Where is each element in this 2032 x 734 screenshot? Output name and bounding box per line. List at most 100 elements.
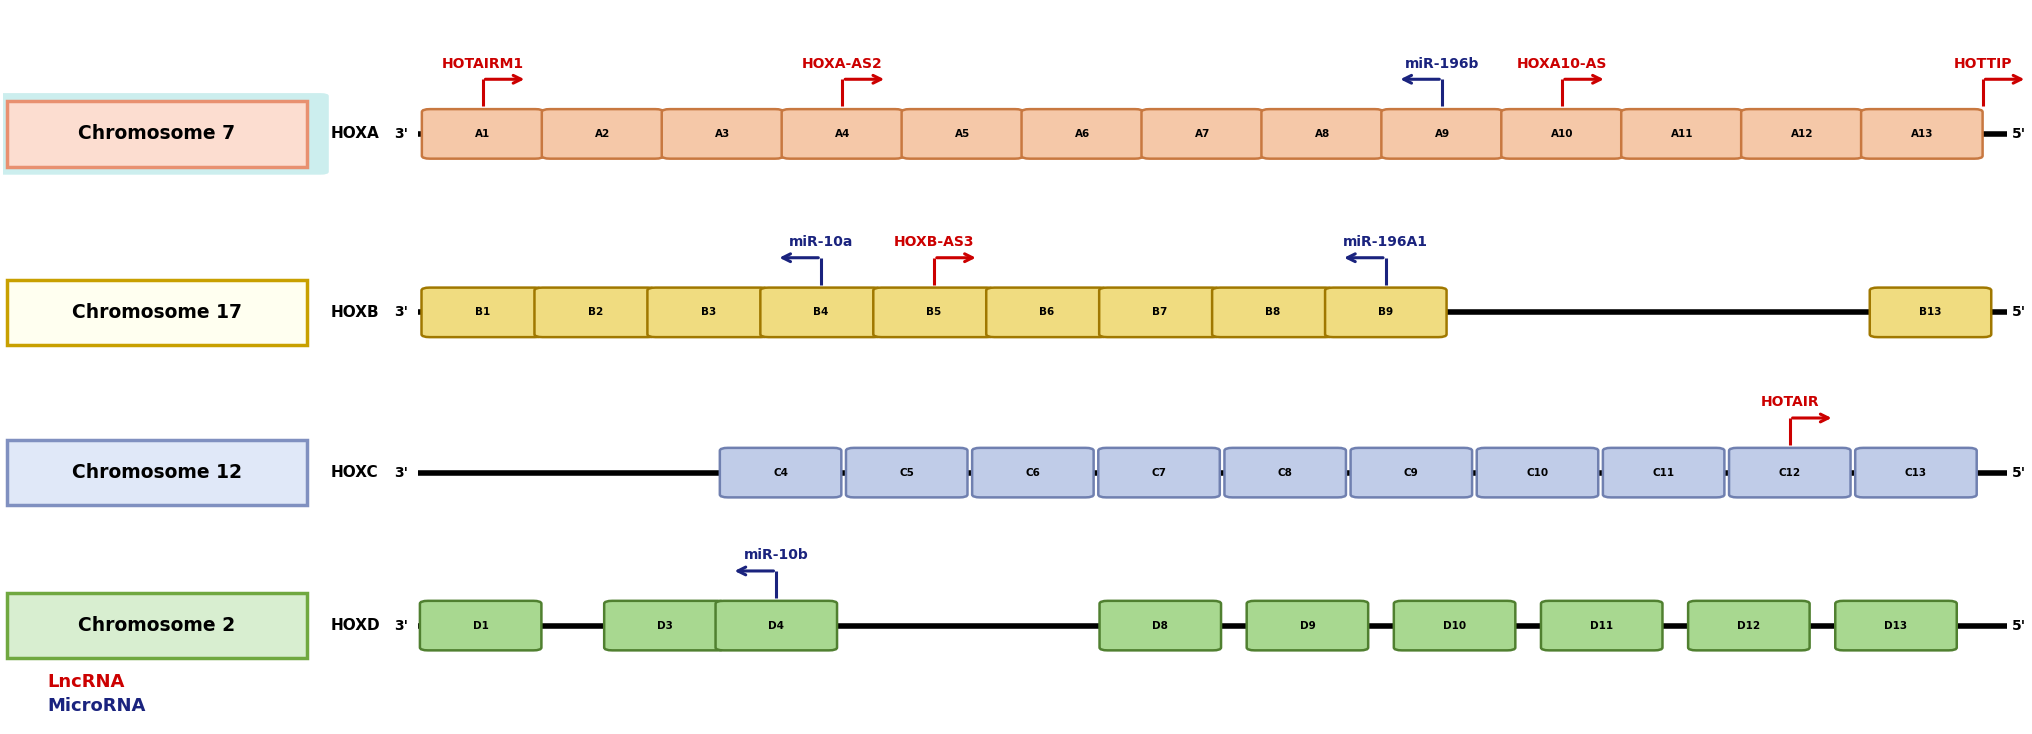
FancyBboxPatch shape: [1099, 601, 1221, 650]
FancyBboxPatch shape: [1325, 288, 1447, 337]
Text: LncRNA: LncRNA: [47, 672, 124, 691]
Text: B7: B7: [1152, 308, 1168, 317]
Text: A8: A8: [1315, 129, 1329, 139]
FancyBboxPatch shape: [986, 288, 1107, 337]
FancyBboxPatch shape: [1248, 601, 1368, 650]
Text: A1: A1: [475, 129, 490, 139]
Text: HOXA: HOXA: [331, 126, 380, 142]
FancyBboxPatch shape: [1729, 448, 1851, 498]
Text: C4: C4: [772, 468, 788, 478]
Text: A3: A3: [715, 129, 729, 139]
Text: Chromosome 12: Chromosome 12: [71, 463, 242, 482]
FancyBboxPatch shape: [1099, 288, 1221, 337]
Text: B2: B2: [587, 308, 604, 317]
FancyBboxPatch shape: [421, 601, 541, 650]
Text: D13: D13: [1884, 621, 1908, 631]
Text: D9: D9: [1300, 621, 1315, 631]
Text: D10: D10: [1443, 621, 1467, 631]
Text: HOTAIR: HOTAIR: [1760, 395, 1819, 410]
FancyBboxPatch shape: [1213, 288, 1333, 337]
Text: C5: C5: [900, 468, 914, 478]
Text: A4: A4: [835, 129, 849, 139]
FancyBboxPatch shape: [1689, 601, 1811, 650]
FancyBboxPatch shape: [782, 109, 902, 159]
FancyBboxPatch shape: [604, 601, 725, 650]
Text: 3': 3': [394, 465, 408, 479]
Text: C7: C7: [1152, 468, 1166, 478]
FancyBboxPatch shape: [1262, 109, 1384, 159]
Text: 5': 5': [2012, 465, 2026, 479]
Text: C10: C10: [1526, 468, 1548, 478]
FancyBboxPatch shape: [1540, 601, 1662, 650]
Text: miR-10a: miR-10a: [788, 235, 853, 249]
Text: B4: B4: [813, 308, 829, 317]
Text: HOTAIRM1: HOTAIRM1: [441, 57, 524, 70]
Text: A2: A2: [595, 129, 610, 139]
FancyBboxPatch shape: [715, 601, 837, 650]
Text: miR-196b: miR-196b: [1404, 57, 1479, 70]
FancyBboxPatch shape: [6, 101, 307, 167]
FancyBboxPatch shape: [6, 593, 307, 658]
Text: HOXD: HOXD: [331, 618, 380, 633]
FancyBboxPatch shape: [1861, 109, 1983, 159]
Text: 3': 3': [394, 619, 408, 633]
Text: HOXA-AS2: HOXA-AS2: [803, 57, 882, 70]
FancyBboxPatch shape: [1097, 448, 1219, 498]
Text: A10: A10: [1550, 129, 1573, 139]
FancyBboxPatch shape: [874, 288, 996, 337]
FancyBboxPatch shape: [1502, 109, 1624, 159]
FancyBboxPatch shape: [421, 288, 543, 337]
FancyBboxPatch shape: [1869, 288, 1991, 337]
FancyBboxPatch shape: [1022, 109, 1144, 159]
FancyBboxPatch shape: [1351, 448, 1471, 498]
FancyBboxPatch shape: [1835, 601, 1957, 650]
Text: miR-10b: miR-10b: [744, 548, 809, 562]
Text: 3': 3': [394, 305, 408, 319]
Text: B9: B9: [1378, 308, 1394, 317]
FancyBboxPatch shape: [845, 448, 967, 498]
Text: C9: C9: [1404, 468, 1418, 478]
Text: Chromosome 17: Chromosome 17: [71, 303, 242, 322]
Text: Chromosome 2: Chromosome 2: [77, 616, 236, 635]
Text: D3: D3: [656, 621, 673, 631]
Text: A9: A9: [1435, 129, 1449, 139]
Text: B6: B6: [1038, 308, 1055, 317]
FancyBboxPatch shape: [6, 440, 307, 506]
Text: A7: A7: [1195, 129, 1209, 139]
FancyBboxPatch shape: [1477, 448, 1599, 498]
Text: B5: B5: [927, 308, 941, 317]
Text: miR-196A1: miR-196A1: [1343, 235, 1428, 249]
Text: C12: C12: [1778, 468, 1800, 478]
FancyBboxPatch shape: [648, 288, 768, 337]
Text: D11: D11: [1591, 621, 1613, 631]
Text: HOTTIP: HOTTIP: [1953, 57, 2012, 70]
FancyBboxPatch shape: [1622, 109, 1743, 159]
Text: A11: A11: [1670, 129, 1693, 139]
Text: B13: B13: [1920, 308, 1943, 317]
FancyBboxPatch shape: [534, 288, 656, 337]
Text: C13: C13: [1904, 468, 1926, 478]
FancyBboxPatch shape: [1741, 109, 1863, 159]
Text: A5: A5: [955, 129, 969, 139]
Text: B3: B3: [701, 308, 715, 317]
Text: C6: C6: [1026, 468, 1040, 478]
Text: 5': 5': [2012, 127, 2026, 141]
Text: 3': 3': [394, 127, 408, 141]
Text: MicroRNA: MicroRNA: [47, 697, 146, 716]
FancyBboxPatch shape: [423, 109, 543, 159]
FancyBboxPatch shape: [662, 109, 782, 159]
FancyBboxPatch shape: [1225, 448, 1345, 498]
Text: A12: A12: [1790, 129, 1813, 139]
Text: D1: D1: [473, 621, 488, 631]
Text: HOXB: HOXB: [331, 305, 380, 320]
Text: D12: D12: [1737, 621, 1760, 631]
FancyBboxPatch shape: [1394, 601, 1516, 650]
Text: A13: A13: [1910, 129, 1932, 139]
FancyBboxPatch shape: [902, 109, 1022, 159]
FancyBboxPatch shape: [6, 280, 307, 345]
FancyBboxPatch shape: [0, 93, 329, 175]
Text: 5': 5': [2012, 619, 2026, 633]
Text: A6: A6: [1075, 129, 1089, 139]
Text: D8: D8: [1152, 621, 1168, 631]
Text: HOXC: HOXC: [331, 465, 378, 480]
